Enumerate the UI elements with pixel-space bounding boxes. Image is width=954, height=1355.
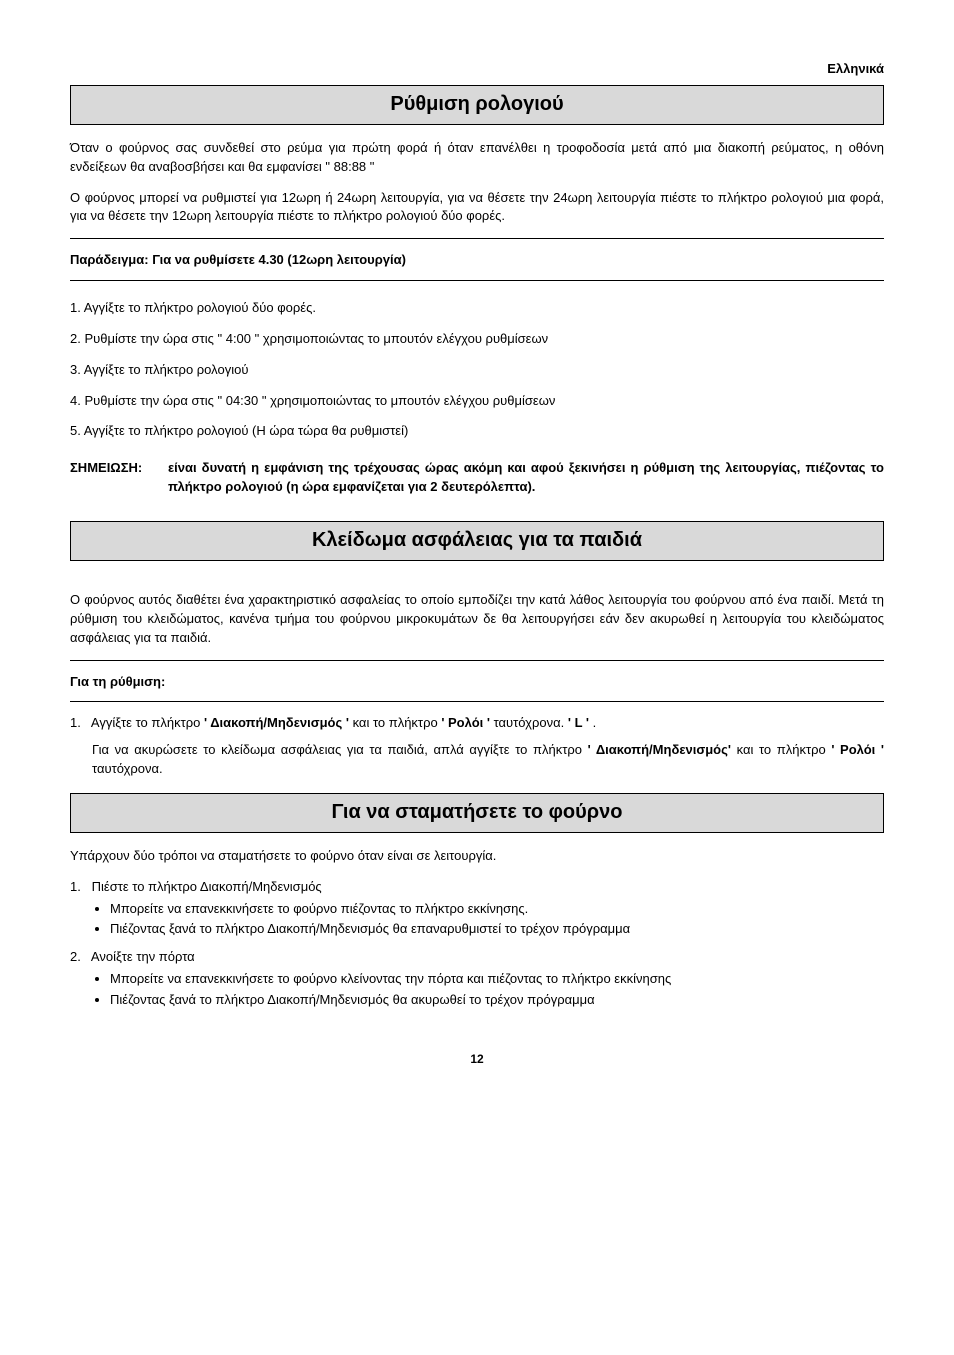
text-fragment: Αγγίξτε το πλήκτρο xyxy=(91,715,204,730)
childlock-cancel: Για να ακυρώσετε το κλείδωμα ασφάλειας γ… xyxy=(92,741,884,779)
clock-step-3: 3. Αγγίξτε το πλήκτρο ρολογιού xyxy=(70,355,884,386)
divider xyxy=(70,701,884,702)
stop-step-2: 2. Ανοίξτε την πόρτα xyxy=(70,948,884,967)
clock-steps: 1. Αγγίξτε το πλήκτρο ρολογιού δύο φορές… xyxy=(70,293,884,447)
clock-step-2: 2. Ρυθμίστε την ώρα στις " 4:00 " χρησιμ… xyxy=(70,324,884,355)
heading-clock: Ρύθμιση ρολογιού xyxy=(70,85,884,125)
text-fragment: Για να ακυρώσετε το κλείδωμα ασφάλειας γ… xyxy=(92,742,588,757)
bold-fragment: ' Ρολόι ' xyxy=(441,715,490,730)
bold-fragment: ' Ρολόι ' xyxy=(831,742,884,757)
step-text: Αγγίξτε το πλήκτρο ' Διακοπή/Μηδενισμός … xyxy=(91,715,596,730)
language-tag: Ελληνικά xyxy=(70,60,884,79)
bold-fragment: ' Διακοπή/Μηδενισμός ' xyxy=(204,715,349,730)
list-item: Μπορείτε να επανεκκινήσετε το φούρνο κλε… xyxy=(110,969,884,990)
clock-p1: Όταν ο φούρνος σας συνδεθεί στο ρεύμα γι… xyxy=(70,139,884,177)
step-number: 1. xyxy=(70,878,88,897)
step-number: 2. xyxy=(70,948,88,967)
text-fragment: ταυτόχρονα. xyxy=(92,761,163,776)
childlock-p1: Ο φούρνος αυτός διαθέτει ένα χαρακτηριστ… xyxy=(70,591,884,648)
note-block: ΣΗΜΕΙΩΣΗ: είναι δυνατή η εμφάνιση της τρ… xyxy=(70,459,884,497)
heading-childlock: Κλείδωμα ασφάλειας για τα παιδιά xyxy=(70,521,884,561)
step-number: 1. xyxy=(70,714,88,733)
text-fragment: ταυτόχρονα. xyxy=(490,715,568,730)
stop-p1: Υπάρχουν δύο τρόποι να σταματήσετε το φο… xyxy=(70,847,884,866)
list-item: Πιέζοντας ξανά το πλήκτρο Διακοπή/Μηδενι… xyxy=(110,919,884,940)
divider xyxy=(70,238,884,239)
clock-step-4: 4. Ρυθμίστε την ώρα στις " 04:30 " χρησι… xyxy=(70,386,884,417)
clock-p2: Ο φούρνος μπορεί να ρυθμιστεί για 12ωρη … xyxy=(70,189,884,227)
divider xyxy=(70,660,884,661)
text-fragment: . xyxy=(589,715,596,730)
stop-step-1-bullets: Μπορείτε να επανεκκινήσετε το φούρνο πιέ… xyxy=(70,899,884,941)
heading-stop-oven: Για να σταματήσετε το φούρνο xyxy=(70,793,884,833)
list-item: Πιέζοντας ξανά το πλήκτρο Διακοπή/Μηδενι… xyxy=(110,990,884,1011)
divider xyxy=(70,280,884,281)
bold-fragment: ' Διακοπή/Μηδενισμός' xyxy=(588,742,731,757)
example-label: Παράδειγμα: Για να ρυθμίσετε 4.30 (12ωρη… xyxy=(70,251,884,270)
stop-step-2-bullets: Μπορείτε να επανεκκινήσετε το φούρνο κλε… xyxy=(70,969,884,1011)
set-label: Για τη ρύθμιση: xyxy=(70,673,884,692)
stop-step-1: 1. Πιέστε το πλήκτρο Διακοπή/Μηδενισμός xyxy=(70,878,884,897)
list-item: Μπορείτε να επανεκκινήσετε το φούρνο πιέ… xyxy=(110,899,884,920)
clock-step-1: 1. Αγγίξτε το πλήκτρο ρολογιού δύο φορές… xyxy=(70,293,884,324)
step-text: Πιέστε το πλήκτρο Διακοπή/Μηδενισμός xyxy=(92,879,322,894)
step-text: Ανοίξτε την πόρτα xyxy=(91,949,195,964)
note-label: ΣΗΜΕΙΩΣΗ: xyxy=(70,459,168,497)
note-text: είναι δυνατή η εμφάνιση της τρέχουσας ώρ… xyxy=(168,459,884,497)
clock-step-5: 5. Αγγίξτε το πλήκτρο ρολογιού (Η ώρα τώ… xyxy=(70,416,884,447)
text-fragment: και το πλήκτρο xyxy=(349,715,441,730)
bold-fragment: ' L ' xyxy=(568,715,589,730)
page-number: 12 xyxy=(70,1051,884,1068)
text-fragment: και το πλήκτρο xyxy=(731,742,831,757)
childlock-step-1: 1. Αγγίξτε το πλήκτρο ' Διακοπή/Μηδενισμ… xyxy=(70,714,884,733)
